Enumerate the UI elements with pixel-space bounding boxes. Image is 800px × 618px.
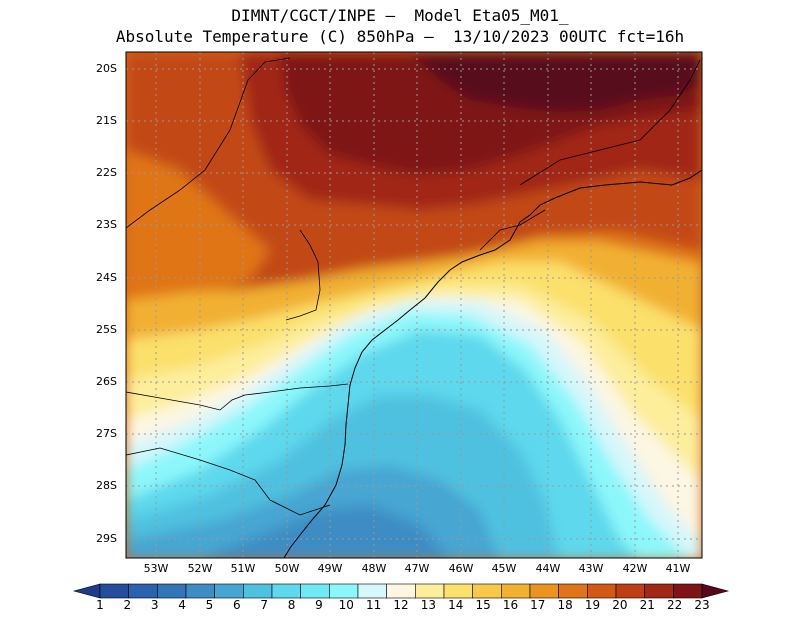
- longitude-label: 48W: [361, 562, 387, 575]
- latitude-label: 28S: [96, 479, 117, 492]
- colorbar-label: 14: [448, 598, 464, 612]
- colorbar-swatch: [644, 583, 674, 599]
- colorbar-label: 15: [475, 598, 491, 612]
- colorbar-label: 1: [96, 598, 104, 612]
- latitude-label: 20S: [96, 62, 117, 75]
- colorbar-swatch: [673, 583, 703, 599]
- colorbar-label: 18: [557, 598, 573, 612]
- colorbar-label: 9: [315, 598, 323, 612]
- colorbar-swatch: [99, 583, 129, 599]
- longitude-label: 53W: [143, 562, 169, 575]
- longitude-label: 50W: [274, 562, 300, 575]
- colorbar-label: 19: [584, 598, 601, 612]
- colorbar-swatch: [157, 583, 187, 599]
- colorbar-label: 20: [612, 598, 628, 612]
- colorbar-label: 11: [365, 598, 382, 612]
- latitude-label: 23S: [96, 218, 117, 231]
- colorbar-swatch: [615, 583, 645, 599]
- longitude-label: 49W: [317, 562, 343, 575]
- longitude-label: 44W: [535, 562, 561, 575]
- map-title-line-2: Absolute Temperature (C) 850hPa – 13/10/…: [115, 27, 685, 46]
- colorbar-label: 6: [232, 598, 241, 612]
- latitude-label: 29S: [96, 532, 117, 545]
- colorbar-swatch: [386, 583, 416, 599]
- latitude-label: 26S: [96, 375, 117, 388]
- colorbar-swatch: [329, 583, 359, 599]
- colorbar-label: 5: [205, 598, 214, 612]
- latitude-label: 25S: [96, 323, 117, 336]
- colorbar-swatch: [271, 583, 301, 599]
- longitude-label: 51W: [230, 562, 256, 575]
- longitude-label: 42W: [622, 562, 648, 575]
- colorbar-swatch: [214, 583, 244, 599]
- colorbar-label: 17: [530, 598, 546, 612]
- graticule: [126, 52, 702, 558]
- longitude-label: 45W: [491, 562, 517, 575]
- colorbar-label: 2: [123, 598, 132, 612]
- latitude-label: 24S: [96, 271, 117, 284]
- colorbar-label: 13: [420, 598, 436, 612]
- colorbar-swatch: [472, 583, 502, 599]
- colorbar-swatch: [558, 583, 588, 599]
- colorbar-label: 3: [150, 598, 159, 612]
- colorbar-label: 4: [178, 598, 186, 612]
- colorbar-swatch: [529, 583, 559, 599]
- map-frame: [125, 51, 703, 559]
- colorbar-swatch: [443, 583, 473, 599]
- colorbar: [72, 583, 730, 599]
- state-borders: [126, 57, 701, 516]
- colorbar-swatch: [415, 583, 445, 599]
- latitude-label: 27S: [96, 427, 117, 440]
- colorbar-swatch: [243, 583, 273, 599]
- longitude-label: 41W: [665, 562, 691, 575]
- coastline: [283, 169, 702, 558]
- colorbar-swatch: [701, 583, 730, 599]
- colorbar-label: 8: [287, 598, 296, 612]
- latitude-label: 22S: [96, 166, 117, 179]
- colorbar-swatch: [587, 583, 617, 599]
- colorbar-label: 21: [639, 598, 655, 612]
- colorbar-label: 23: [694, 598, 710, 612]
- temperature-field: [126, 52, 702, 558]
- longitude-label: 43W: [578, 562, 604, 575]
- colorbar-label: 12: [393, 598, 409, 612]
- longitude-label: 47W: [404, 562, 430, 575]
- colorbar-label: 7: [260, 598, 268, 612]
- map-title-line-1: DIMNT/CGCT/INPE – Model Eta05_M01_: [231, 6, 569, 25]
- longitude-label: 52W: [187, 562, 213, 575]
- colorbar-label: 16: [502, 598, 519, 612]
- latitude-label: 21S: [96, 114, 117, 127]
- colorbar-swatch: [128, 583, 158, 599]
- colorbar-label: 22: [666, 598, 683, 612]
- longitude-label: 46W: [448, 562, 474, 575]
- colorbar-swatch: [185, 583, 215, 599]
- colorbar-swatch: [501, 583, 531, 599]
- colorbar-swatch: [357, 583, 387, 599]
- colorbar-label: 10: [338, 598, 354, 612]
- colorbar-swatch: [72, 583, 101, 599]
- colorbar-swatch: [300, 583, 330, 599]
